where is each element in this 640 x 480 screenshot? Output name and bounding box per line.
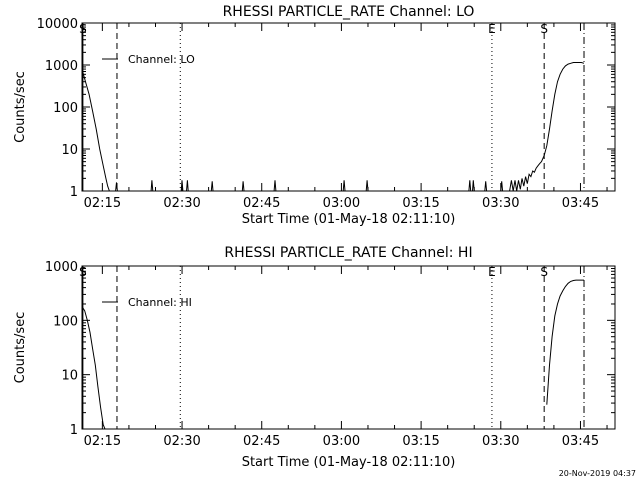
y-tick-label: 1 xyxy=(70,423,78,438)
panel-hi: RHESSI PARTICLE_RATE Channel: HI 02:15 02:… xyxy=(13,245,616,470)
plot-frame xyxy=(81,22,616,192)
event-marker-label: S xyxy=(540,265,548,279)
plot-frame xyxy=(81,265,616,430)
event-marker-label: S xyxy=(540,22,548,36)
x-tick-label: 03:30 xyxy=(482,434,519,449)
chart-title: RHESSI PARTICLE_RATE Channel: HI xyxy=(224,245,472,261)
series-line-channel-lo xyxy=(468,180,472,192)
x-tick-label: 02:15 xyxy=(84,434,121,449)
series-line-channel-lo xyxy=(365,180,369,192)
event-marker-label: E xyxy=(488,265,496,279)
series-line-channel-lo xyxy=(273,180,277,192)
series-line-channel-lo xyxy=(186,180,189,192)
x-tick-label: 03:15 xyxy=(402,196,439,211)
legend-label: Channel: LO xyxy=(128,53,195,66)
x-axis-label: Start Time (01-May-18 02:11:10) xyxy=(242,212,456,227)
y-tick-label: 10000 xyxy=(37,17,78,32)
x-tick-label: 02:30 xyxy=(163,434,200,449)
series-line-channel-lo xyxy=(150,180,154,192)
series-line-channel-lo xyxy=(509,62,585,192)
x-tick-label: 02:45 xyxy=(243,434,280,449)
y-tick-label: 100 xyxy=(53,101,78,116)
y-axis-label: Counts/sec xyxy=(13,71,28,143)
y-axis-label: Counts/sec xyxy=(13,312,28,384)
x-tick-label: 02:15 xyxy=(84,196,121,211)
x-tick-label: 03:00 xyxy=(323,434,360,449)
series-line-channel-lo xyxy=(241,181,245,192)
x-tick-label: 02:30 xyxy=(163,196,200,211)
series-line-channel-hi xyxy=(81,306,106,430)
y-tick-label: 1 xyxy=(70,185,78,200)
series-line-channel-lo xyxy=(210,181,214,192)
series-line-channel-hi xyxy=(546,279,584,405)
x-tick-label: 02:45 xyxy=(243,196,280,211)
series-line-channel-lo xyxy=(484,181,488,192)
x-tick-label: 03:15 xyxy=(402,434,439,449)
event-marker-label: S xyxy=(79,22,87,36)
series-line-channel-lo xyxy=(342,180,346,192)
x-tick-label: 03:45 xyxy=(562,196,599,211)
y-tick-label: 10 xyxy=(61,143,78,158)
panel-lo: RHESSI PARTICLE_RATE Channel: LO 02:15 02:… xyxy=(13,4,616,227)
event-marker-label: E xyxy=(488,22,496,36)
x-tick-label: 03:45 xyxy=(562,434,599,449)
x-axis-label: Start Time (01-May-18 02:11:10) xyxy=(242,455,456,470)
y-tick-label: 10 xyxy=(61,369,78,384)
series-line-channel-lo xyxy=(115,182,118,192)
series-line-channel-lo xyxy=(81,68,110,192)
series-line-channel-lo xyxy=(500,181,504,192)
x-tick-label: 03:30 xyxy=(482,196,519,211)
series-line-channel-lo xyxy=(180,180,184,192)
legend-label: Channel: HI xyxy=(128,296,192,309)
event-marker-label: S xyxy=(79,265,87,279)
y-tick-label: 1000 xyxy=(45,260,78,275)
footer-timestamp: 20-Nov-2019 04:37 xyxy=(559,469,636,478)
x-tick-label: 03:00 xyxy=(323,196,360,211)
y-tick-label: 100 xyxy=(53,314,78,329)
chart-title: RHESSI PARTICLE_RATE Channel: LO xyxy=(223,4,475,20)
series-line-channel-lo xyxy=(472,180,475,192)
y-tick-label: 1000 xyxy=(45,59,78,74)
